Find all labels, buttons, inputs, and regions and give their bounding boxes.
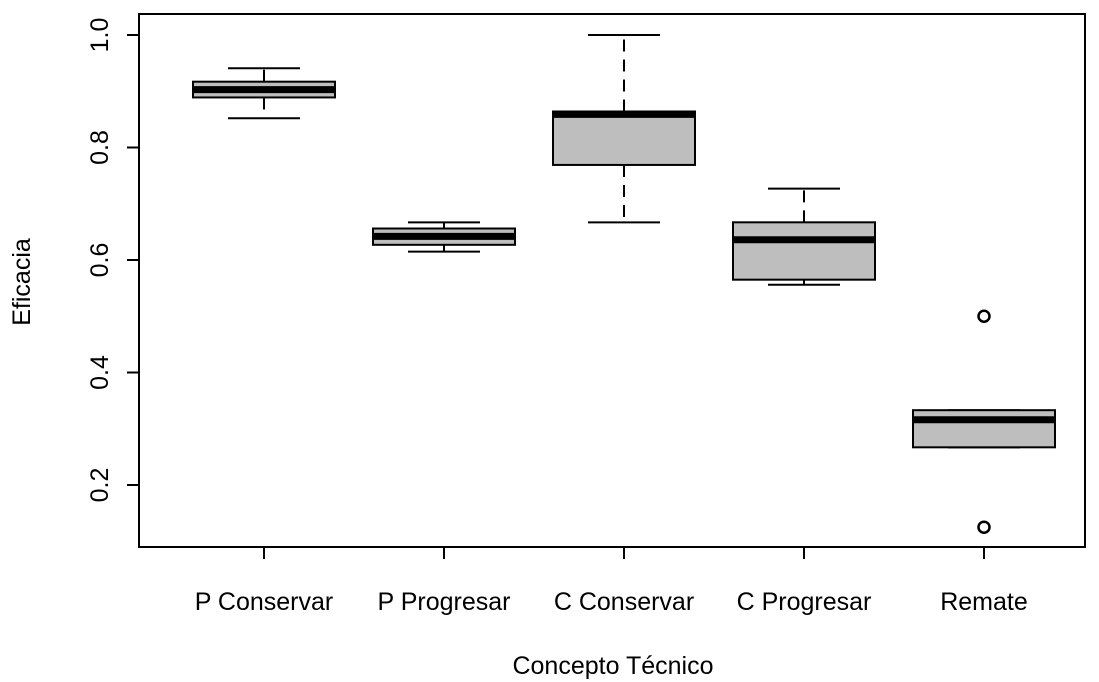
y-tick-label-1: 0.4 <box>86 355 114 390</box>
box-rect-4 <box>912 409 1056 449</box>
y-tick-label-2: 0.6 <box>86 243 114 278</box>
x-axis-title: Concepto Técnico <box>512 652 713 680</box>
outlier-4-0 <box>977 309 991 323</box>
box-rect-3 <box>732 221 876 281</box>
y-tick-label-0: 0.2 <box>86 468 114 503</box>
x-tick-label-3: C Progresar <box>737 588 872 616</box>
boxes-group <box>192 34 1056 534</box>
y-tick-label-4: 1.0 <box>86 18 114 53</box>
box-4 <box>912 309 1056 534</box>
box-1 <box>372 221 516 253</box>
box-0 <box>192 67 336 120</box>
x-tick-label-4: Remate <box>940 588 1028 616</box>
x-axis: P Conservar P Progresar C Conservar C Progr… <box>195 546 1028 616</box>
box-3 <box>732 187 876 286</box>
y-axis: 0.2 0.4 0.6 0.8 1.0 <box>86 18 140 503</box>
y-axis-title: Eficacia <box>8 238 36 326</box>
outlier-4-1 <box>977 520 991 534</box>
x-tick-label-2: C Conservar <box>554 588 694 616</box>
box-2 <box>552 34 696 224</box>
y-tick-label-3: 0.8 <box>86 130 114 165</box>
box-rect-2 <box>552 110 696 166</box>
x-tick-label-1: P Progresar <box>378 588 511 616</box>
x-tick-label-0: P Conservar <box>195 588 334 616</box>
